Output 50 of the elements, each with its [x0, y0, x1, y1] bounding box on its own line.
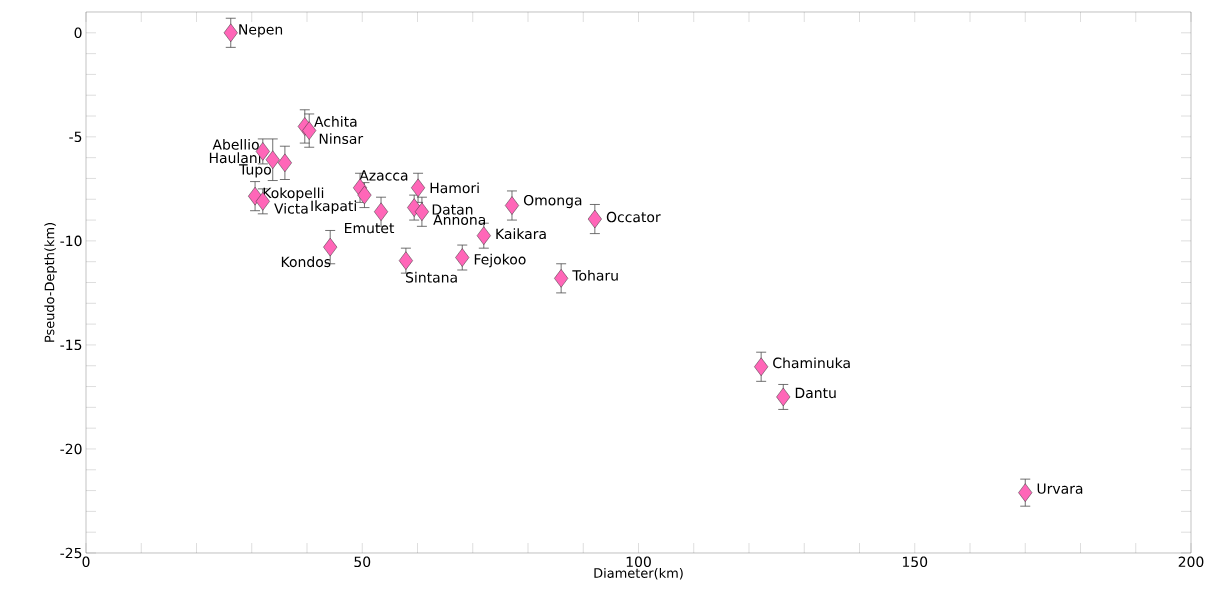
annotation: Datan	[432, 204, 473, 215]
annotation: Sintana	[406, 271, 457, 283]
x-tick-label: 200	[1178, 556, 1204, 568]
x-tick-label: 150	[902, 556, 928, 568]
point	[398, 251, 413, 270]
annotation: Nepen	[239, 24, 283, 38]
annotation: Ikapati	[311, 200, 356, 214]
annotation: Dantu	[795, 387, 836, 399]
y-tick-label: -15	[60, 339, 82, 351]
point	[223, 23, 238, 43]
point	[374, 202, 389, 221]
annotation: Azacca	[359, 170, 408, 181]
y-tick-label: 0	[74, 27, 82, 39]
point	[277, 153, 292, 173]
x-axis-title: Diameter(km)	[594, 567, 683, 580]
point	[754, 357, 769, 377]
point	[323, 237, 338, 257]
annotation: Kaikara	[496, 228, 546, 240]
y-tick-label: -20	[60, 443, 82, 455]
annotation: Annona	[433, 214, 486, 225]
annotation: Kondos	[281, 256, 331, 268]
point	[411, 178, 426, 198]
annotation: Emutet	[345, 222, 395, 234]
x-tick-label: 100	[626, 556, 651, 568]
annotation: Tupo	[239, 164, 271, 178]
point	[455, 248, 470, 267]
annotation: Victa	[274, 202, 308, 214]
point	[554, 269, 569, 288]
annotation: Toharu	[572, 269, 618, 281]
annotation: Ninsar	[319, 133, 364, 144]
annotation: Hamori	[430, 182, 479, 194]
y-tick-label: -25	[60, 547, 82, 559]
annotation: Urvara	[1037, 483, 1083, 494]
y-tick-label: -5	[69, 131, 82, 143]
annotation: Haulani	[209, 152, 261, 164]
annotation: Fejokoo	[474, 253, 526, 268]
annotation: Omonga	[523, 194, 582, 209]
y-axis-title: Pseudo-Depth(km)	[44, 222, 57, 342]
annotation: Chaminuka	[773, 357, 850, 369]
point	[504, 196, 519, 215]
y-tick-label: -10	[60, 235, 82, 247]
point	[1018, 483, 1033, 502]
point	[587, 209, 602, 229]
point	[476, 226, 491, 245]
annotation: Kokopelli	[263, 187, 324, 201]
x-tick-label: 50	[354, 556, 371, 568]
annotation: Abellio	[212, 139, 259, 150]
x-tick-label: 0	[82, 556, 90, 568]
annotation: Achita	[314, 116, 357, 127]
annotation: Occator	[606, 211, 661, 223]
